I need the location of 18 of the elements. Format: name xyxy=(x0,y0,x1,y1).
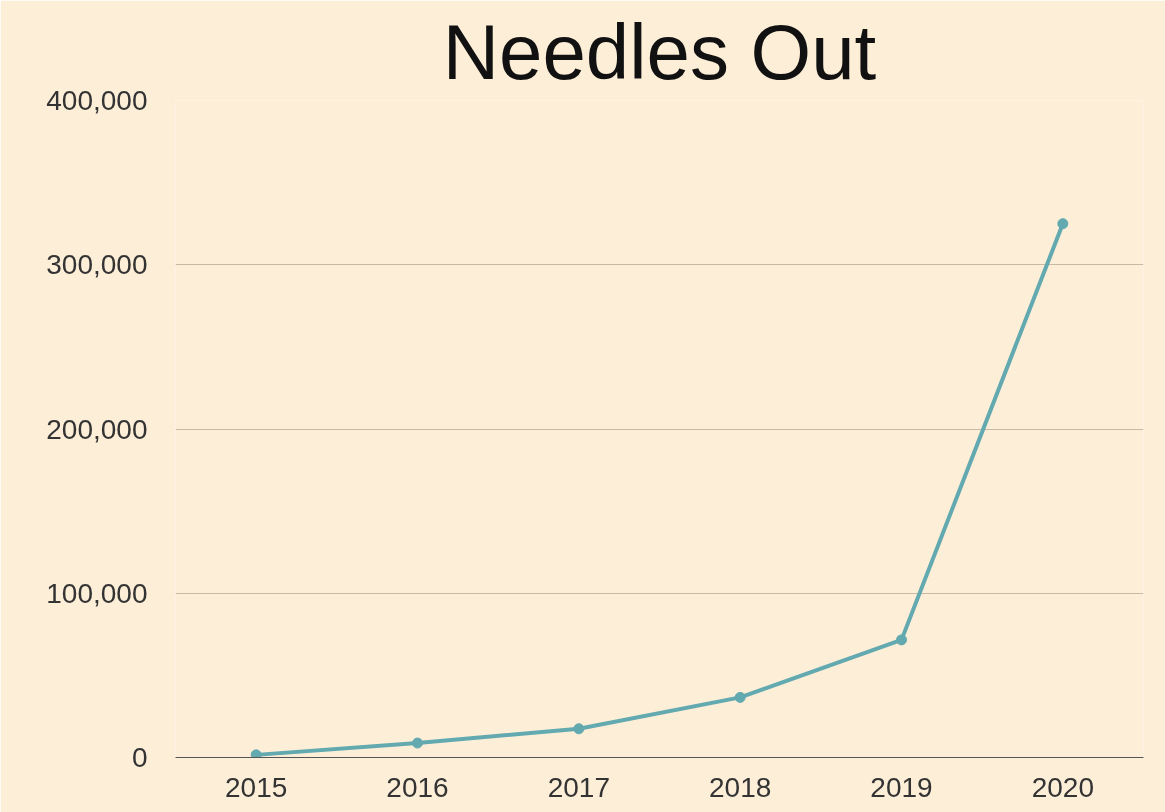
x-tick-label: 2015 xyxy=(225,771,288,803)
point xyxy=(734,691,746,703)
point xyxy=(573,723,585,735)
point xyxy=(412,737,423,749)
x-tick-label: 2020 xyxy=(1031,771,1094,803)
y-tick-label: 400,000 xyxy=(46,85,148,116)
y-tick-label: 100,000 xyxy=(46,577,148,609)
y-tick-label: 200,000 xyxy=(46,413,148,445)
x-tick-label: 2019 xyxy=(870,771,933,803)
chart-title: Needles Out xyxy=(442,7,877,96)
x-tick-label: 2018 xyxy=(709,771,772,803)
x-tick-label: 2016 xyxy=(386,771,449,803)
x-tick-label: 2017 xyxy=(547,771,610,803)
y-tick-label: 300,000 xyxy=(46,249,148,281)
point xyxy=(896,634,907,646)
y-tick-label: 0 xyxy=(131,742,148,773)
point xyxy=(1057,218,1069,230)
point xyxy=(250,749,262,758)
